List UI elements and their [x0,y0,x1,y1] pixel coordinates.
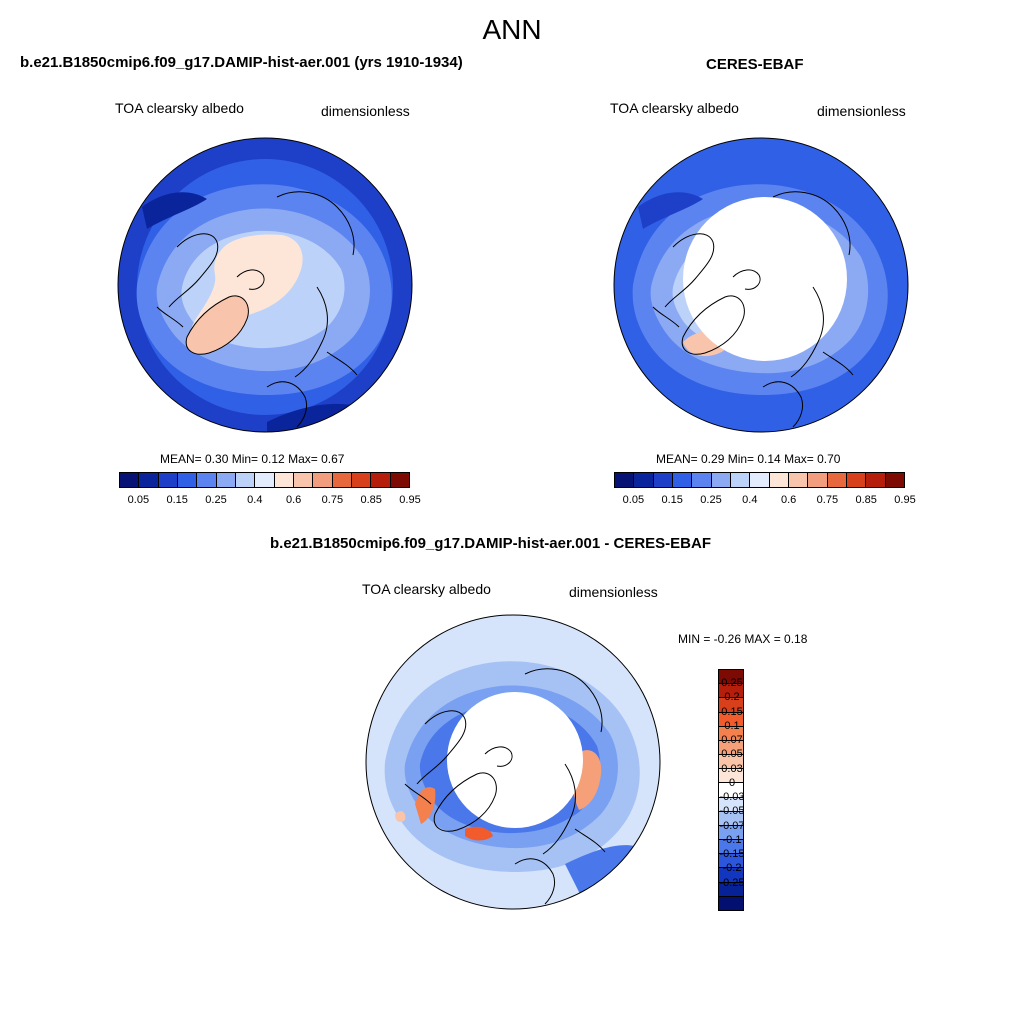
colorbar-tick-label: 0.03 [721,762,743,775]
colorbar-swatch [331,473,351,487]
colorbar-swatch [350,473,371,487]
colorbar-tick-label: 0.4 [742,494,758,506]
colorbar-swatch [719,725,743,740]
colorbar-swatch [719,853,743,868]
colorbar-tick-label: 0.85 [360,494,382,506]
colorbar-tick-label: -0.05 [719,805,745,818]
colorbar-tick-label: 0.05 [721,748,743,761]
colorbar-model [119,472,410,488]
colorbar-tick-label: -0.25 [719,876,745,889]
colorbar-tick-label: 0.15 [661,494,683,506]
colorbar-tick-label: 0.05 [127,494,150,506]
colorbar-swatch [865,473,885,487]
colorbar-swatch [719,683,743,698]
colorbar-tick-label: 0.95 [894,494,916,506]
polar-map-obs [613,137,909,433]
colorbar-obs [614,472,905,488]
colorbar-swatch [120,473,139,487]
colorbar-tick-label: -0.2 [722,862,742,875]
colorbar-tick-label: -0.07 [719,819,745,832]
colorbar-swatch [719,697,743,712]
colorbar-tick-label: 0 [728,776,736,789]
colorbar-difference [718,669,744,911]
colorbar-tick-label: 0.07 [721,734,743,747]
colorbar-swatch [719,782,743,797]
colorbar-swatch [845,473,866,487]
colorbar-swatch [234,473,255,487]
colorbar-tick-label: 0.05 [622,494,645,506]
colorbar-swatch [215,473,235,487]
colorbar-swatch [710,473,730,487]
colorbar-swatch [273,473,293,487]
colorbar-swatch [787,473,808,487]
polar-map-model [117,137,413,433]
panel-obs-variable-label: TOA clearsky albedo [610,100,739,116]
colorbar-swatch [157,473,177,487]
panel-model-units-label: dimensionless [321,103,410,119]
panel-diff-title: b.e21.B1850cmip6.f09_g17.DAMIP-hist-aer.… [270,535,711,552]
colorbar-swatch [884,473,904,487]
panel-diff-variable-label: TOA clearsky albedo [362,581,491,597]
colorbar-tick-label: 0.85 [855,494,877,506]
colorbar-swatch [749,473,769,487]
colorbar-swatch [719,810,743,825]
colorbar-swatch [826,473,846,487]
colorbar-tick-label: -0.1 [722,833,742,846]
colorbar-swatch [633,473,653,487]
colorbar-tick-label: 0.75 [816,494,839,506]
colorbar-swatch [389,473,409,487]
colorbar-swatch [615,473,634,487]
colorbar-tick-label: 0.15 [166,494,188,506]
colorbar-tick-label: 0.75 [321,494,344,506]
colorbar-tick-label: -0.15 [719,848,745,861]
colorbar-tick-label: -0.03 [719,791,745,804]
colorbar-swatch [807,473,827,487]
colorbar-swatch [719,824,743,840]
panel-model-stats: MEAN= 0.30 Min= 0.12 Max= 0.67 [160,452,345,466]
colorbar-tick-label: 0.2 [724,691,740,704]
colorbar-swatch [719,867,743,882]
polar-map-difference [365,614,661,910]
colorbar-swatch [370,473,390,487]
colorbar-swatch [292,473,313,487]
colorbar-swatch [196,473,216,487]
colorbar-swatch [176,473,197,487]
colorbar-swatch [719,711,743,726]
colorbar-swatch [719,670,743,684]
colorbar-swatch [729,473,750,487]
colorbar-swatch [719,739,743,755]
colorbar-swatch [719,768,743,783]
colorbar-tick-label: 0.1 [724,719,740,732]
colorbar-swatch [138,473,158,487]
colorbar-tick-label: 0.25 [205,494,227,506]
colorbar-tick-label: 0.6 [780,494,797,506]
colorbar-swatch [312,473,332,487]
colorbar-tick-label: 0.95 [399,494,421,506]
panel-diff-units-label: dimensionless [569,584,658,600]
panel-obs-units-label: dimensionless [817,103,906,119]
panel-model-title: b.e21.B1850cmip6.f09_g17.DAMIP-hist-aer.… [20,54,463,71]
colorbar-swatch [691,473,711,487]
colorbar-swatch [719,796,743,811]
colorbar-swatch [719,754,743,769]
colorbar-swatch [719,881,743,896]
panel-diff-stats: MIN = -0.26 MAX = 0.18 [678,632,808,646]
figure-title: ANN [482,14,542,45]
colorbar-tick-label: 0.15 [721,705,743,718]
panel-obs-title: CERES-EBAF [706,56,804,73]
colorbar-swatch [719,895,743,910]
colorbar-tick-label: 0.25 [700,494,722,506]
colorbar-swatch [652,473,672,487]
colorbar-swatch [768,473,788,487]
panel-model-variable-label: TOA clearsky albedo [115,100,244,116]
colorbar-tick-label: 0.25 [721,677,743,690]
panel-obs-stats: MEAN= 0.29 Min= 0.14 Max= 0.70 [656,452,841,466]
colorbar-swatch [719,839,743,854]
colorbar-swatch [671,473,692,487]
colorbar-swatch [254,473,274,487]
colorbar-tick-label: 0.4 [247,494,263,506]
colorbar-tick-label: 0.6 [285,494,302,506]
